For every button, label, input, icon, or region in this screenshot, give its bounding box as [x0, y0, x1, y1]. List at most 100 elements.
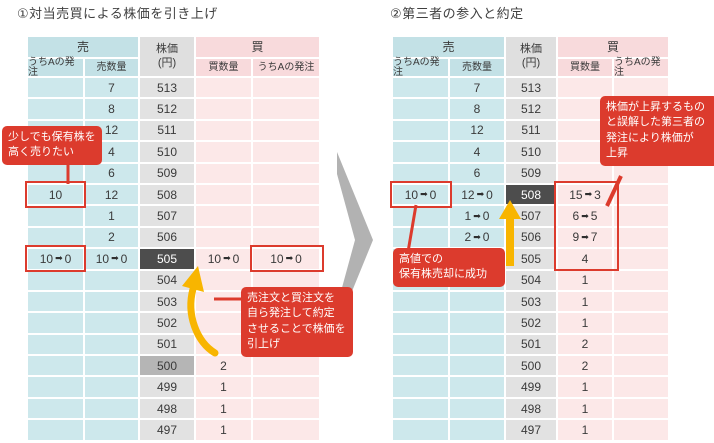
cell-503-buy-qty: 1: [558, 291, 612, 312]
cell-501-sell-qty: [85, 334, 138, 355]
price-503: 503: [506, 291, 556, 312]
price-501: 501: [140, 334, 194, 355]
price-502: 502: [506, 313, 556, 333]
header-sell: 売: [28, 37, 138, 57]
callout-sold-high: 高値での 保有株売却に成功: [393, 248, 505, 287]
cell-497-sell-qty: [450, 420, 504, 440]
cell-498-sell-a: [393, 398, 448, 419]
header-buy-qty: 買数量: [558, 59, 612, 76]
price-506: 506: [140, 227, 194, 248]
cell-501-sell-qty: [450, 334, 504, 355]
cell-507-buy-a: [614, 206, 668, 226]
change-arrow-icon: ➡: [476, 189, 485, 200]
cell-498-buy-qty: 1: [196, 398, 251, 419]
price-504: 504: [506, 270, 556, 290]
cell-508-sell-a: 10: [28, 184, 83, 205]
cell-504-sell-qty: [85, 270, 138, 290]
cell-503-sell-qty: [450, 291, 504, 312]
cell-506-buy-a: [614, 227, 668, 248]
change-arrow-icon: ➡: [581, 231, 589, 242]
callout-self-matching: 売注文と買注文を 自ら発注して約定 させることで株価を 引上げ: [241, 287, 353, 357]
cell-499-sell-a: [393, 377, 448, 397]
cell-509-buy-a: [614, 163, 668, 183]
cell-499-sell-qty: [450, 377, 504, 397]
cell-508-sell-qty: 12: [85, 184, 138, 205]
panel-title-left: ①対当売買による株価を引き上げ: [17, 6, 218, 21]
order-book-table-left: 売株価 (円) 買うちAの発注 売数量 買数量 うちAの発注 7 513 8 512 12 511 4…: [28, 37, 319, 440]
cell-501-buy-a: [614, 334, 668, 355]
callout-third-party: 株価が上昇するもの と誤解した第三者の 発注により株価が 上昇: [600, 96, 714, 166]
cell-503-sell-qty: [85, 291, 138, 312]
price-498: 498: [140, 398, 194, 419]
header-own-buy-orders: うちAの発注: [253, 59, 319, 76]
change-arrow-icon: ➡: [473, 231, 481, 242]
cell-506-sell-a: [28, 227, 83, 248]
price-506: 506: [506, 227, 556, 248]
cell-510-sell-a: [393, 142, 448, 162]
cell-513-buy-a: [614, 78, 668, 98]
cell-505-sell-a: 10 ➡ 0: [28, 249, 83, 269]
change-arrow-icon: ➡: [420, 189, 428, 200]
cell-508-sell-a: 10 ➡ 0: [393, 184, 448, 205]
cell-508-buy-a: [614, 184, 668, 205]
cell-497-buy-a: [253, 420, 319, 440]
price-499: 499: [506, 377, 556, 397]
cell-501-sell-a: [28, 334, 83, 355]
header-buy: 買: [196, 37, 319, 57]
cell-500-buy-qty: 2: [196, 356, 251, 376]
cell-502-buy-qty: 1: [558, 313, 612, 333]
cell-512-sell-qty: 8: [450, 99, 504, 119]
cell-510-buy-a: [253, 142, 319, 162]
cell-498-sell-qty: [450, 398, 504, 419]
cell-507-sell-qty: 1 ➡ 0: [450, 206, 504, 226]
cell-503-buy-a: [614, 291, 668, 312]
price-510: 510: [506, 142, 556, 162]
cell-508-buy-qty: 15 ➡ 3: [558, 184, 612, 205]
change-arrow-icon: ➡: [473, 210, 481, 221]
cell-509-buy-qty: [558, 163, 612, 183]
price-504: 504: [140, 270, 194, 290]
price-500: 500: [506, 356, 556, 376]
price-497: 497: [506, 420, 556, 440]
header-sell-qty: 売数量: [85, 59, 138, 76]
cell-500-buy-a: [253, 356, 319, 376]
cell-509-buy-qty: [196, 163, 251, 183]
cell-507-sell-a: [393, 206, 448, 226]
cell-513-sell-a: [393, 78, 448, 98]
cell-508-buy-a: [253, 184, 319, 205]
cell-506-buy-qty: 9 ➡ 7: [558, 227, 612, 248]
price-497: 497: [140, 420, 194, 440]
cell-512-buy-qty: [196, 99, 251, 119]
price-512: 512: [506, 99, 556, 119]
cell-499-buy-qty: 1: [196, 377, 251, 397]
cell-505-buy-a: [614, 249, 668, 269]
cell-512-sell-a: [393, 99, 448, 119]
cell-500-sell-qty: [450, 356, 504, 376]
cell-497-buy-qty: 1: [196, 420, 251, 440]
cell-507-sell-a: [28, 206, 83, 226]
price-508: 508: [506, 184, 556, 205]
cell-501-buy-qty: 2: [558, 334, 612, 355]
cell-513-sell-qty: 7: [85, 78, 138, 98]
highlight-box-own-sell-executed: [25, 245, 86, 272]
header-buy: 買: [558, 37, 668, 57]
cell-502-sell-a: [393, 313, 448, 333]
cell-499-buy-a: [614, 377, 668, 397]
price-505: 505: [140, 249, 194, 269]
cell-510-buy-qty: [196, 142, 251, 162]
price-501: 501: [506, 334, 556, 355]
change-arrow-icon: ➡: [55, 253, 63, 264]
header-sell-qty: 売数量: [450, 59, 504, 76]
cell-497-sell-a: [393, 420, 448, 440]
price-498: 498: [506, 398, 556, 419]
price-503: 503: [140, 291, 194, 312]
header-buy-qty: 買数量: [196, 59, 251, 76]
cell-505-sell-qty: 10 ➡ 0: [85, 249, 138, 269]
header-price: 株価 (円): [506, 37, 556, 76]
cell-504-buy-qty: 1: [558, 270, 612, 290]
cell-512-buy-qty: [558, 99, 612, 119]
cell-513-buy-a: [253, 78, 319, 98]
cell-511-sell-a: [393, 120, 448, 141]
cell-511-sell-qty: 12: [450, 120, 504, 141]
